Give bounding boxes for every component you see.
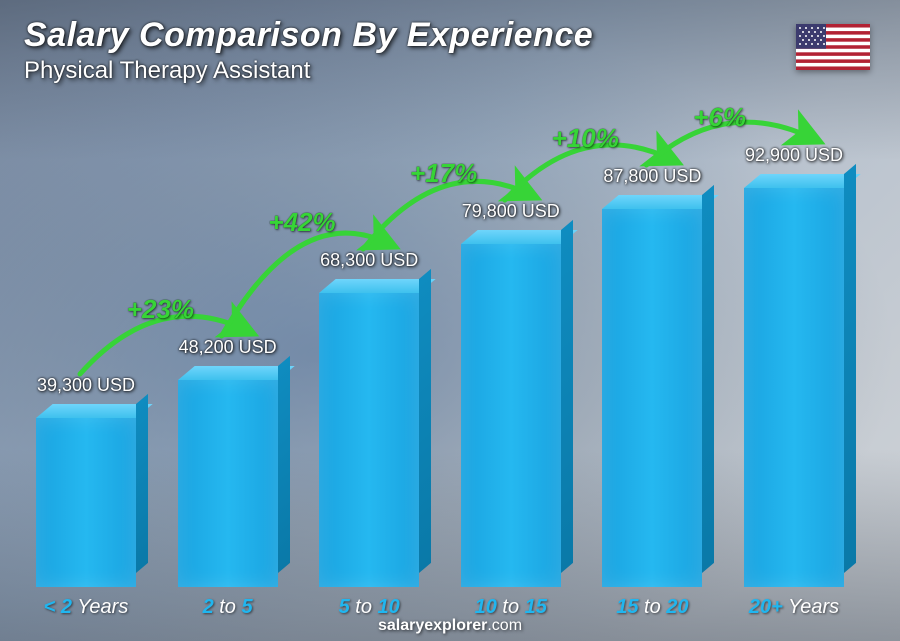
bar-side-face (702, 185, 714, 573)
footer-brand-tld: .com (487, 617, 522, 634)
bar-top-face (461, 230, 578, 244)
bar (319, 293, 419, 587)
bar-front-face (36, 418, 136, 587)
chart-subtitle: Physical Therapy Assistant (24, 57, 593, 85)
x-axis-category-label: 15 to 20 (592, 596, 712, 619)
bar (602, 209, 702, 587)
bar-value-label: 79,800 USD (431, 201, 591, 222)
country-flag-icon (796, 24, 870, 70)
bar-slot: 39,300 USD (26, 418, 146, 587)
x-axis-category-label: 20+ Years (734, 596, 854, 619)
bar-front-face (602, 209, 702, 587)
bar-slot: 48,200 USD (168, 380, 288, 587)
title-block: Salary Comparison By Experience Physical… (24, 16, 593, 85)
x-axis-category-label: 10 to 15 (451, 596, 571, 619)
bar-value-label: 48,200 USD (148, 337, 308, 358)
x-axis-labels: < 2 Years 2 to 5 5 to 10 10 to 15 15 to 20 20… (26, 596, 854, 619)
bar-front-face (744, 188, 844, 587)
x-axis-category-label: < 2 Years (26, 596, 146, 619)
bar-value-label: 68,300 USD (289, 250, 449, 271)
bar-side-face (419, 269, 431, 573)
bar-side-face (278, 356, 290, 573)
bar (461, 244, 561, 587)
footer-brand: salaryexplorer.com (0, 617, 900, 635)
delta-percent-label: +42% (268, 207, 335, 238)
infographic-canvas: Salary Comparison By Experience Physical… (0, 0, 900, 641)
bar-front-face (461, 244, 561, 587)
bar-slot: 68,300 USD (309, 293, 429, 587)
delta-percent-label: +10% (552, 123, 619, 154)
x-axis-category-label: 5 to 10 (309, 596, 429, 619)
delta-percent-label: +6% (693, 102, 746, 133)
bar (178, 380, 278, 587)
footer-brand-name: salaryexplorer (378, 617, 487, 634)
delta-percent-label: +17% (410, 158, 477, 189)
bar-value-label: 87,800 USD (572, 166, 732, 187)
bar-side-face (136, 394, 148, 573)
bar-front-face (178, 380, 278, 587)
bar (744, 188, 844, 587)
bar (36, 418, 136, 587)
bar-slot: 87,800 USD (592, 209, 712, 587)
chart-title: Salary Comparison By Experience (24, 16, 593, 55)
delta-percent-label: +23% (127, 294, 194, 325)
bar-front-face (319, 293, 419, 587)
bar-side-face (561, 220, 573, 573)
bar-slot: 79,800 USD (451, 244, 571, 587)
bar-top-face (178, 366, 295, 380)
bar-value-label: 39,300 USD (6, 375, 166, 396)
bar-value-label: 92,900 USD (714, 145, 874, 166)
x-axis-category-label: 2 to 5 (168, 596, 288, 619)
bar-slot: 92,900 USD (734, 188, 854, 587)
bar-side-face (844, 164, 856, 573)
